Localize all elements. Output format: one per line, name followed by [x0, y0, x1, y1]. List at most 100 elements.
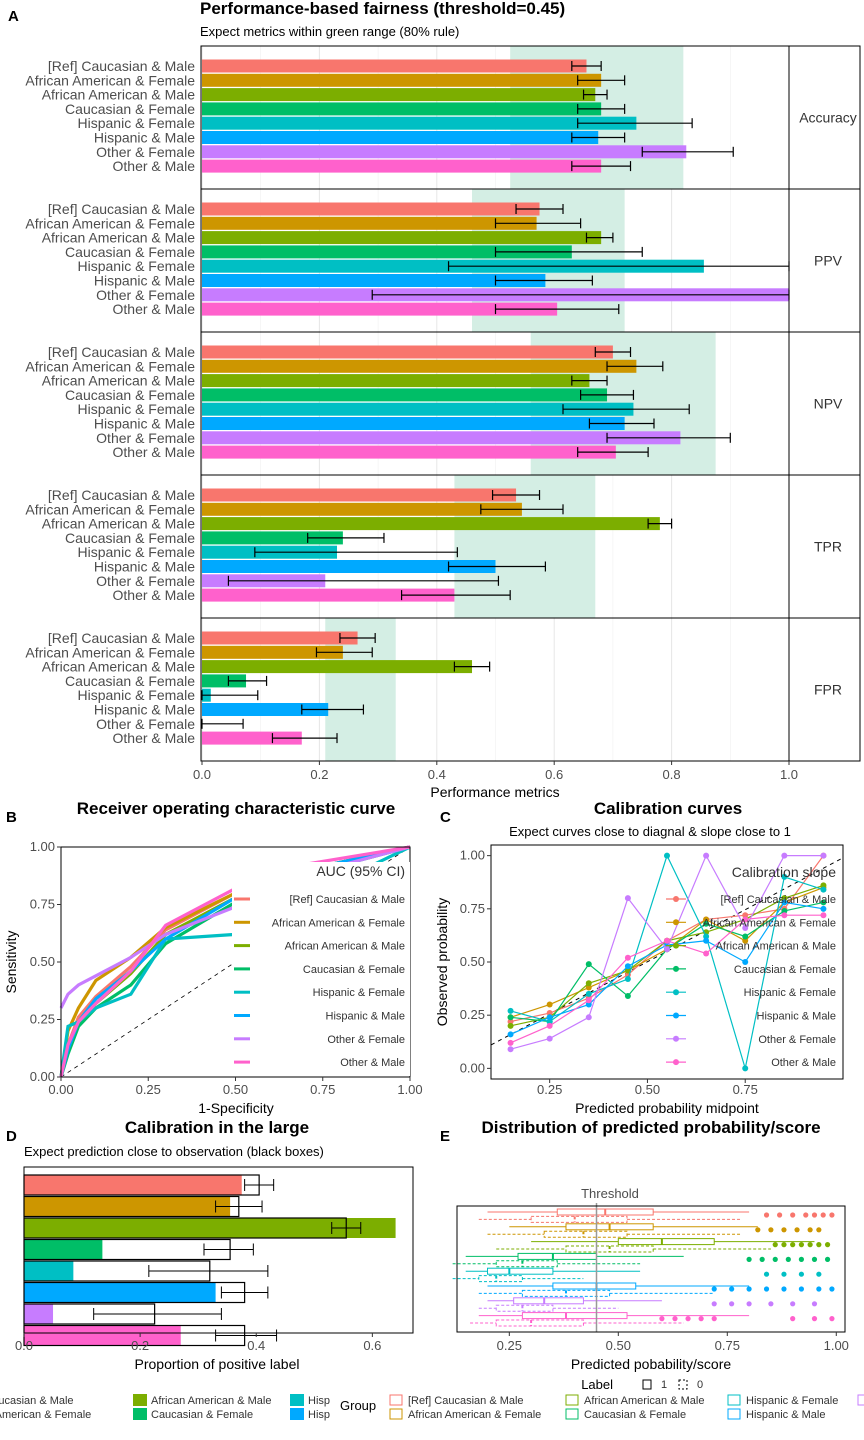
outlier-point [672, 1316, 678, 1322]
legend-key-point [673, 965, 679, 972]
x-tick-label: 0.50 [223, 1082, 248, 1097]
calibration-point [742, 916, 749, 923]
legend-box-key [565, 1408, 579, 1420]
facet-strip-label: TPR [814, 539, 842, 555]
outlier-point [768, 1227, 774, 1233]
group-label: Hispanic & Female [78, 115, 196, 131]
bar-fpr [202, 674, 247, 688]
outlier-point [803, 1212, 809, 1218]
panel-c-title: Calibration curves [594, 799, 742, 818]
legend-key-point [673, 1059, 679, 1066]
x-tick-label: 1.00 [397, 1082, 422, 1097]
outlier-point [746, 1301, 752, 1307]
group-label: Other & Male [113, 444, 196, 460]
outlier-point [829, 1316, 835, 1322]
calibration-point [742, 933, 749, 940]
calibration-point [546, 1022, 553, 1029]
panel-c-subtitle: Expect curves close to diagnal & slope c… [509, 824, 791, 839]
calibration-point [742, 959, 749, 965]
group-label: Other & Male [113, 158, 196, 174]
roc-legend-title: AUC (95% CI) [316, 863, 405, 879]
observed-bar [24, 1325, 181, 1346]
legend-fill-label: Hisp [308, 1395, 330, 1407]
outlier-point [816, 1286, 822, 1292]
group-label: [Ref] Caucasian & Male [48, 58, 195, 74]
x-tick-label: 0.50 [635, 1082, 660, 1097]
group-label: Hispanic & Female [78, 401, 196, 417]
calibration-point [507, 1031, 514, 1038]
observed-bar [24, 1218, 396, 1238]
calibration-point [546, 1014, 553, 1021]
x-tick-label: 0.25 [497, 1338, 522, 1353]
legend-group-label: African American & Male [584, 1395, 704, 1407]
calibration-point [781, 907, 788, 914]
calibration-point [781, 895, 788, 902]
facet-strip-label: PPV [814, 253, 843, 269]
legend-label: Caucasian & Female [303, 964, 405, 976]
group-label: Caucasian & Female [65, 244, 195, 260]
outlier-point [811, 1256, 818, 1262]
bar-ppv [202, 202, 540, 216]
outlier-point [763, 1212, 770, 1218]
calibration-point [546, 1001, 553, 1008]
group-label: Other & Female [96, 144, 195, 160]
calibration-point [546, 1010, 553, 1017]
calibration-point [820, 905, 827, 912]
legend-group-label: Hispanic & Female [746, 1395, 838, 1407]
outlier-point [711, 1301, 717, 1307]
bar-tpr [202, 588, 455, 602]
calibration-point [703, 920, 710, 927]
calibration-point [820, 899, 827, 906]
legend-group-label: Hispanic & Male [746, 1409, 825, 1421]
outlier-point [798, 1242, 805, 1248]
legend-label: Caucasian & Female [734, 964, 836, 976]
calibration-line [510, 914, 824, 1044]
calibration-point [820, 852, 827, 859]
bar-fpr [202, 660, 473, 674]
calibration-point [507, 1007, 514, 1014]
legend-box-key [389, 1408, 403, 1420]
outlier-point [798, 1256, 805, 1262]
bar-npv [202, 417, 625, 430]
group-label: African American & Male [42, 230, 195, 246]
group-label: Other & Female [96, 716, 195, 732]
y-tick-label: 0.00 [30, 1069, 55, 1084]
x-tick-label: 0.25 [537, 1082, 562, 1097]
bar-accuracy [202, 73, 602, 87]
legend-box-key [565, 1394, 579, 1406]
calibration-point [820, 912, 827, 919]
label-legend-item: 1 [661, 1379, 667, 1391]
x-tick-label: 0.0 [193, 767, 211, 782]
x-tick-label: 0.8 [663, 767, 681, 782]
observed-bar [24, 1175, 242, 1195]
calibration-point [624, 967, 631, 974]
y-tick-label: 0.75 [30, 897, 55, 912]
calibration-point [664, 937, 670, 944]
group-label: African American & Female [25, 358, 195, 374]
calibration-point [703, 933, 710, 940]
outlier-point [659, 1316, 665, 1322]
group-label: [Ref] Caucasian & Male [48, 630, 195, 646]
group-label: Hispanic & Female [78, 544, 196, 560]
outlier-point [829, 1286, 835, 1292]
legend-key-point [673, 919, 679, 926]
bar-fpr [202, 631, 358, 645]
bar-accuracy [202, 116, 637, 130]
group-label: Hispanic & Male [94, 130, 195, 146]
bar-npv [202, 345, 613, 359]
legend-key-point [673, 942, 679, 949]
legend-fill-label: Caucasian & Female [151, 1409, 253, 1421]
bar-ppv [202, 216, 537, 230]
outlier-point [790, 1316, 796, 1322]
legend-label: African American & Male [285, 941, 405, 953]
calibration-point [781, 873, 788, 880]
calibration-point [624, 963, 631, 970]
group-label: Hispanic & Female [78, 687, 196, 703]
legend-fill-label: African American & Female [0, 1409, 91, 1421]
group-label: African American & Female [25, 501, 195, 517]
outlier-point [746, 1256, 752, 1262]
bar-npv [202, 431, 681, 445]
calibration-point [585, 1001, 592, 1008]
outlier-point [711, 1316, 717, 1322]
calibration-point [546, 1035, 553, 1042]
